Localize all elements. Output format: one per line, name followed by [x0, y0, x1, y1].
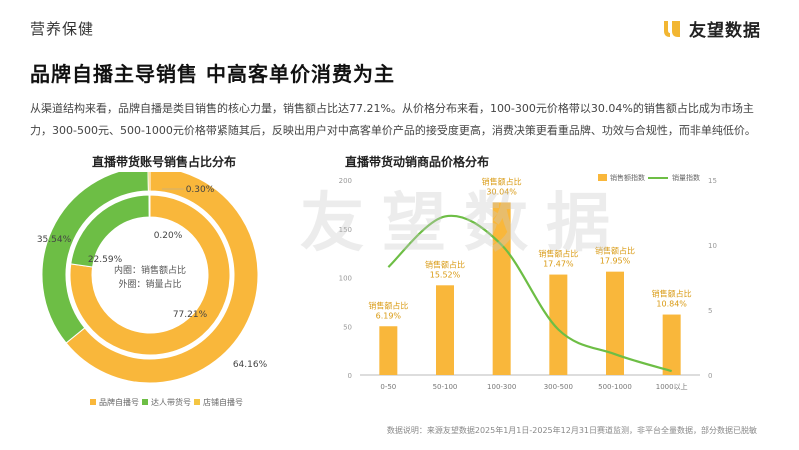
- donut-chart-title: 直播带货账号销售占比分布: [92, 155, 237, 169]
- brand-logo: 友望数据: [661, 16, 761, 41]
- footnote: 数据说明：来源友望数据2025年1月1日-2025年12月31日赛道监测，非平台…: [386, 426, 757, 435]
- bar-label-value-2: 30.04%: [486, 187, 517, 196]
- donut-inner-slice-0: [69, 194, 231, 356]
- donut-outer-slice-1: [41, 172, 149, 344]
- bar-chart-title: 直播带货动销商品价格分布: [345, 155, 490, 169]
- logo-mark-icon: [664, 20, 680, 37]
- x-tick-1: 50-100: [433, 383, 458, 391]
- legend-swatch-bar: [598, 174, 607, 181]
- bar-4: [606, 271, 624, 375]
- bar-label-value-1: 15.52%: [430, 270, 461, 279]
- donut-outer-slice-2: [147, 172, 151, 192]
- donut-outer-label-2: 0.30%: [186, 185, 215, 195]
- bar-3: [549, 274, 568, 375]
- donut-legend-label-1: 达人带货号: [151, 397, 191, 407]
- donut-legend-label-2: 店铺自播号: [203, 397, 243, 407]
- y-left-tick-4: 200: [339, 177, 352, 185]
- donut-outer-label-0: 64.16%: [233, 360, 268, 370]
- donut-legend-label-0: 品牌自播号: [99, 397, 139, 407]
- bar-label-title-2: 销售额占比: [482, 176, 522, 186]
- bar-label-value-5: 10.84%: [656, 300, 687, 309]
- bar-0: [379, 326, 398, 375]
- series-line-销量指数: [387, 214, 672, 373]
- y-right-tick-1: 5: [708, 307, 712, 315]
- x-tick-4: 500-1000: [598, 383, 632, 391]
- y-left-tick-2: 100: [339, 275, 352, 283]
- bar-label-title-4: 销售额占比: [595, 246, 635, 256]
- y-left-tick-0: 0: [348, 372, 352, 380]
- bar-label-title-1: 销售额占比: [425, 259, 465, 269]
- intro-paragraph: 从渠道结构来看，品牌自播是类目销售的核心力量，销售额占比达77.21%。从价格分…: [30, 102, 756, 137]
- bar-label-title-5: 销售额占比: [652, 289, 692, 299]
- bar-label-value-3: 17.47%: [543, 260, 574, 269]
- bar-label-title-0: 销售额占比: [368, 300, 408, 310]
- bar-label-title-3: 销售额占比: [538, 249, 578, 259]
- donut-inner-label-2: 0.20%: [154, 231, 183, 241]
- donut-legend-swatch-1: [142, 399, 148, 405]
- donut-inner-label-0: 77.21%: [173, 310, 208, 320]
- logo-text: 友望数据: [689, 21, 761, 41]
- donut-outer-label-1: 35.54%: [37, 235, 72, 245]
- y-left-tick-3: 150: [339, 226, 352, 234]
- donut-inner-slice-2: [148, 194, 151, 218]
- legend-label-bar: 销售额指数: [610, 173, 645, 182]
- y-right-tick-3: 15: [708, 177, 717, 185]
- donut-center-label-1: 外圈：销量占比: [118, 278, 181, 290]
- donut-chart: 77.21% 22.59% 0.20% 64.16% 35.54% 0.30% 内圈：销售额…: [37, 172, 268, 407]
- donut-center-label-0: 内圈：销售额占比: [114, 264, 186, 276]
- bar-label-value-0: 6.19%: [376, 311, 402, 320]
- bar-1: [436, 285, 454, 375]
- bar-5: [662, 314, 681, 375]
- legend-label-line: 销量指数: [672, 173, 700, 182]
- donut-legend-swatch-0: [90, 399, 96, 405]
- bar-line-chart: 050100150200051015销售额占比6.19%销售额占比15.52%销…: [339, 173, 717, 391]
- section-tag: 营养保健: [30, 20, 95, 38]
- donut-legend-swatch-2: [194, 399, 200, 405]
- x-tick-3: 300-500: [544, 383, 573, 391]
- y-left-tick-1: 50: [343, 323, 352, 331]
- x-tick-0: 0-50: [380, 383, 396, 391]
- bar-2: [492, 202, 511, 375]
- donut-inner-label-1: 22.59%: [88, 255, 123, 265]
- y-right-tick-0: 0: [708, 372, 712, 380]
- y-right-tick-2: 10: [708, 242, 717, 250]
- bar-label-value-4: 17.95%: [600, 257, 631, 266]
- donut-outer-slice-0: [65, 172, 259, 384]
- x-tick-2: 100-300: [487, 383, 516, 391]
- x-tick-5: 1000以上: [656, 382, 688, 391]
- page-headline: 品牌自播主导销售 中高客单价消费为主: [30, 62, 395, 86]
